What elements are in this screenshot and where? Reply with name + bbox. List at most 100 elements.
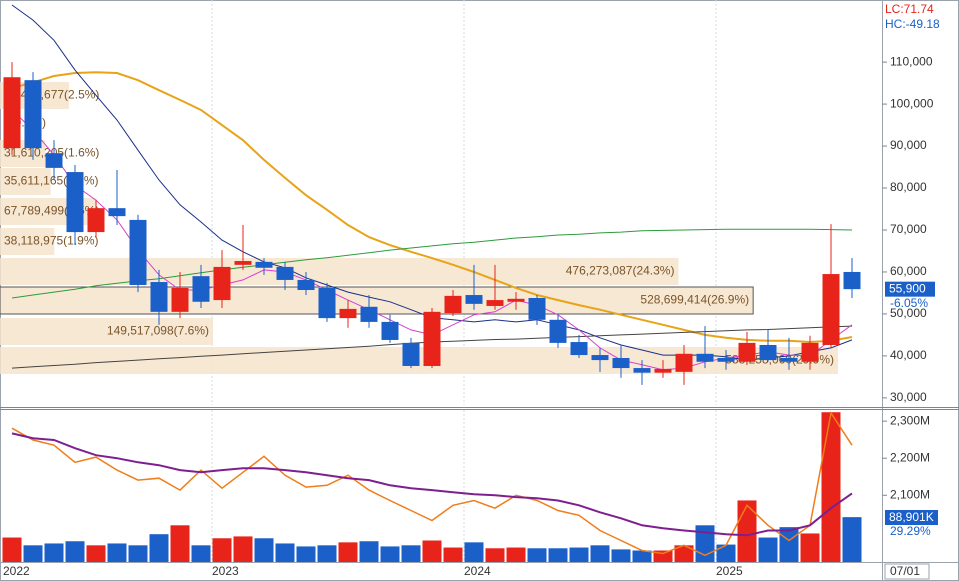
candle-body (654, 368, 672, 373)
volume-bar (107, 543, 127, 562)
x-tick-label: 2023 (212, 564, 239, 578)
last-price-label: 55,900 (889, 281, 926, 295)
volume-bar (275, 543, 295, 562)
y-tick-label: 30,000 (890, 390, 927, 404)
volume-bar (506, 547, 526, 562)
volume-bar (401, 545, 421, 562)
candle-body (549, 319, 567, 343)
candle-body (780, 357, 798, 362)
volume-bar (86, 545, 106, 562)
volume-bar (821, 412, 841, 562)
volume-bar (674, 545, 694, 562)
volume-bar (2, 537, 22, 562)
volume-profile-bar (0, 168, 51, 195)
candle-body (633, 368, 651, 373)
y-tick-label: 90,000 (890, 138, 927, 152)
candle-body (171, 287, 189, 312)
volume-bar (359, 541, 379, 562)
candle-body (192, 276, 210, 302)
volume-bar (737, 500, 757, 562)
volume-bar (548, 548, 568, 562)
candle-body (150, 282, 168, 312)
y-tick-label: 70,000 (890, 222, 927, 236)
candle-body (276, 266, 294, 280)
volume-bar (758, 537, 778, 562)
last-volume-label: 88,901K (889, 510, 934, 524)
candle-body (570, 342, 588, 356)
x-tick-label: 2024 (464, 564, 491, 578)
candle-body (738, 342, 756, 362)
candle-body (717, 357, 735, 362)
candle-body (591, 355, 609, 361)
candle-body (486, 300, 504, 306)
volume-bar (716, 544, 736, 562)
volume-bar (191, 545, 211, 562)
candle-body (108, 208, 126, 217)
volume-bar (212, 538, 232, 562)
volume-bar (23, 545, 43, 562)
candle-body (297, 279, 315, 291)
volume-profile-label: 476,273,087(24.3%) (566, 264, 675, 278)
volume-bar (149, 534, 169, 562)
candle-body (444, 295, 462, 314)
lc-label: LC:71.74 (885, 2, 934, 16)
volume-profile-label: 149,517,098(7.6%) (107, 324, 209, 338)
y-tick-label: 2,100M (890, 487, 930, 501)
candle-body (45, 153, 63, 168)
volume-profile-label: 35,611,165(1.8%) (4, 174, 99, 188)
ma-line (11, 228, 853, 299)
volume-bar (464, 542, 484, 562)
volume-bar (422, 540, 442, 562)
candle-body (801, 342, 819, 362)
candle-body (528, 297, 546, 320)
y-tick-label: 80,000 (890, 180, 927, 194)
volume-bar (485, 548, 505, 562)
change-label: -6.05% (890, 296, 928, 310)
candle-body (423, 311, 441, 366)
volume-profile-bar (0, 318, 213, 345)
volume-bar (590, 545, 610, 562)
volume-bar (800, 533, 820, 562)
y-tick-label: 50,000 (890, 306, 927, 320)
candle-body (360, 306, 378, 322)
hc-label: HC:-49.18 (885, 17, 940, 31)
candle-body (318, 287, 336, 319)
ma-line (11, 432, 853, 537)
volume-profile-label: 38,118,975(1.9%) (4, 234, 99, 248)
x-tick-label: 2022 (3, 564, 30, 578)
volume-bar (653, 550, 673, 562)
volume-bar (296, 546, 316, 562)
volume-bar (443, 547, 463, 562)
y-tick-label: 110,000 (890, 54, 933, 68)
candle-body (24, 80, 42, 149)
candle-body (255, 261, 273, 268)
volume-bar (842, 517, 862, 562)
volume-bar (170, 525, 190, 562)
volume-bar (632, 550, 652, 562)
volume-bar (317, 545, 337, 562)
x-tick-label: 2025 (716, 564, 743, 578)
candle-body (234, 261, 252, 265)
candle-body (843, 271, 861, 290)
volume-bar (254, 538, 274, 562)
y-tick-label: 2,200M (890, 450, 930, 464)
y-tick-label: 2,300M (890, 413, 930, 427)
candle-body (675, 353, 693, 372)
volume-profile-label: 528,699,414(26.9%) (640, 293, 749, 307)
candle-body (3, 77, 21, 149)
volume-bar (128, 545, 148, 562)
ma-line (11, 411, 853, 557)
y-tick-label: 100,000 (890, 96, 934, 110)
volume-bar (233, 536, 253, 562)
candle-body (129, 219, 147, 285)
candle-body (66, 172, 84, 233)
candle-body (87, 208, 105, 233)
candle-body (612, 357, 630, 369)
candle-body (381, 321, 399, 340)
volume-bar (380, 546, 400, 562)
volume-bar (569, 547, 589, 562)
candle-body (507, 298, 525, 302)
candle-body (213, 266, 231, 301)
